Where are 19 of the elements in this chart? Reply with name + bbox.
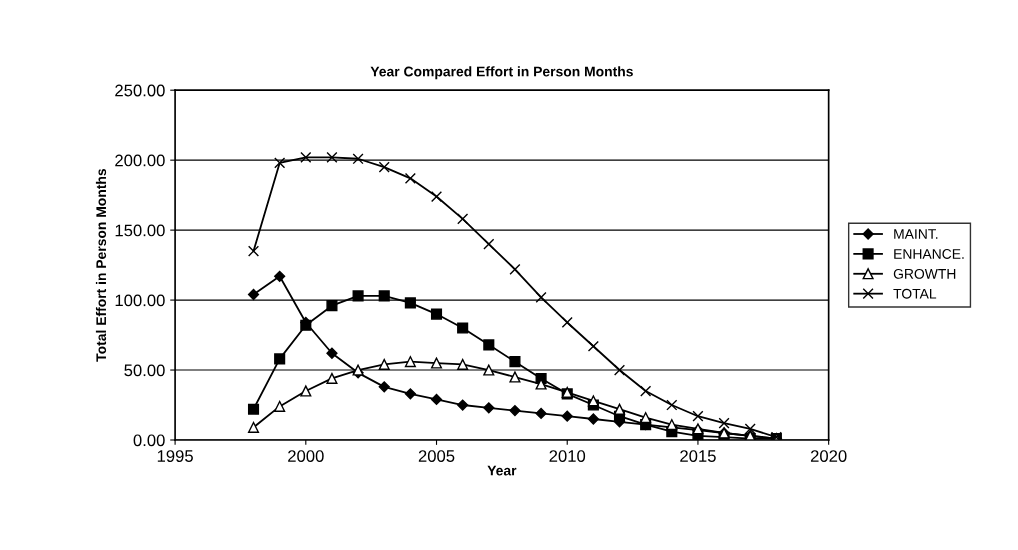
legend-label: GROWTH [893,268,956,279]
x-tick-label: 2010 [549,450,586,462]
y-tick-label: 0.00 [133,434,165,447]
y-tick-label: 50.00 [124,364,165,377]
x-axis-title: Year [487,465,517,476]
x-tick-label: 2005 [418,450,455,462]
x-tick-label: 2020 [810,450,847,462]
legend-label: ENHANCE. [894,249,964,259]
x-tick-label: 2015 [680,450,716,462]
y-tick-label: 200.00 [115,154,165,167]
x-tick-label: 2000 [288,450,324,462]
y-axis-title: Total Effort in Person Months [95,168,107,362]
y-tick-label: 250.00 [115,84,165,97]
y-tick-label: 100.00 [115,294,165,307]
chart-title: Year Compared Effort in Person Months [370,66,633,80]
x-tick-label: 1995 [157,450,193,462]
y-tick-label: 150.00 [115,224,165,237]
legend-label: MAINT. [894,229,938,239]
legend-label: TOTAL [893,288,937,299]
